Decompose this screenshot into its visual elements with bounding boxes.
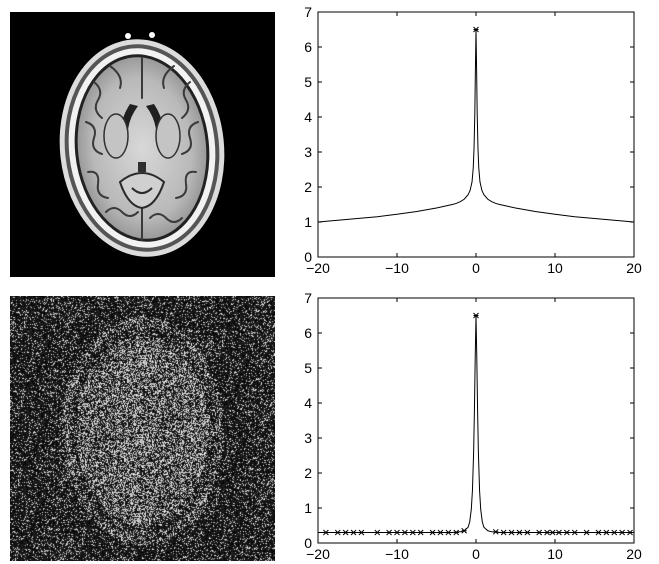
x-tick-label: 10	[547, 546, 563, 562]
brain-mri-image	[10, 12, 275, 277]
y-tick-label: 7	[304, 4, 312, 20]
chart-top: −20 −10 0 10 20 0 1 2 3 4 5 6 7	[304, 4, 642, 276]
x-tick-label: 0	[472, 546, 480, 562]
y-tick-label: 5	[304, 360, 312, 376]
data-point-marker	[508, 529, 515, 536]
brain-mri-drawing	[59, 32, 225, 257]
data-point-marker	[595, 529, 602, 536]
y-tick-label: 4	[304, 109, 312, 125]
data-point-marker	[386, 529, 392, 536]
data-point-marker	[492, 528, 499, 535]
data-point-marker	[516, 529, 523, 536]
y-tick-label: 1	[304, 214, 312, 230]
data-point-marker	[611, 529, 618, 536]
y-tick-label: 3	[304, 144, 312, 160]
x-tick-label: −10	[385, 546, 409, 562]
x-tick-label: 20	[626, 546, 642, 562]
y-tick-label: 7	[304, 290, 312, 306]
data-point-marker	[445, 529, 452, 536]
noisy-brain-mri-drawing	[10, 296, 275, 561]
data-point-marker	[583, 529, 590, 536]
x-tick-label: −20	[306, 260, 330, 276]
y-tick-label: 2	[304, 179, 312, 195]
data-point-marker	[358, 529, 365, 536]
data-point-marker	[323, 529, 329, 536]
data-point-marker	[571, 529, 578, 536]
series-line	[317, 29, 635, 223]
x-tick-label: 0	[472, 260, 480, 276]
data-point-marker	[417, 529, 424, 536]
x-tick-label: 10	[547, 260, 563, 276]
y-tick-label: 3	[304, 430, 312, 446]
data-point-marker	[461, 527, 468, 534]
y-tick-label: 5	[304, 74, 312, 90]
y-tick-label: 0	[304, 535, 312, 551]
x-tick-label: −10	[385, 260, 409, 276]
data-point-marker	[500, 529, 507, 536]
data-point-marker	[409, 529, 416, 536]
data-point-marker	[556, 529, 562, 536]
data-point-marker	[342, 529, 349, 536]
data-point-marker	[549, 529, 556, 536]
data-point-marker	[374, 529, 381, 536]
data-point-marker	[394, 529, 400, 536]
data-point-marker	[536, 529, 543, 536]
data-point-marker	[473, 26, 479, 33]
data-point-marker	[453, 529, 460, 536]
x-tick-label: −20	[306, 546, 330, 562]
data-point-marker	[334, 529, 341, 536]
data-point-marker	[350, 529, 357, 536]
y-tick-label: 6	[304, 39, 312, 55]
y-tick-label: 6	[304, 325, 312, 341]
y-tick-label: 2	[304, 465, 312, 481]
y-tick-label: 0	[304, 249, 312, 265]
data-point-marker	[524, 529, 531, 536]
y-tick-label: 4	[304, 395, 312, 411]
series-line	[318, 315, 634, 533]
data-point-marker	[429, 529, 436, 536]
chart-bottom: −20 −10 0 10 20 0 1 2 3 4 5 6 7	[304, 290, 642, 562]
data-point-marker	[437, 529, 444, 536]
noisy-brain-mri-image	[10, 296, 275, 561]
data-point-marker	[603, 529, 610, 536]
data-point-marker	[402, 529, 408, 536]
x-tick-label: 20	[626, 260, 642, 276]
data-point-marker	[544, 529, 550, 536]
y-tick-label: 1	[304, 500, 312, 516]
data-point-marker	[563, 529, 570, 536]
data-point-marker	[627, 529, 633, 536]
data-point-marker	[473, 312, 479, 319]
data-point-marker	[619, 529, 626, 536]
